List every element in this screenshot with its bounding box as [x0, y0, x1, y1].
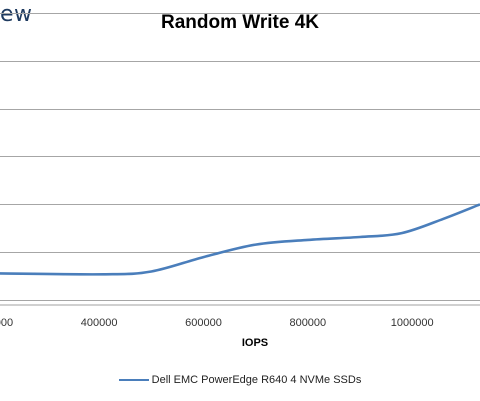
- logo-text-fragment: ew: [0, 2, 33, 27]
- chart-title: Random Write 4K: [160, 12, 319, 33]
- x-tick-label: 400000: [81, 317, 118, 329]
- gridlines: [0, 13, 480, 301]
- x-tick-label: 800000: [289, 317, 326, 329]
- x-axis-title: IOPS: [242, 337, 268, 349]
- x-tick-labels: 200000 400000 600000 800000 1000000: [0, 317, 434, 329]
- series-line: [0, 203, 480, 276]
- legend-label: Dell EMC PowerEdge R640 4 NVMe SSDs: [151, 374, 362, 386]
- legend-swatch: [118, 379, 149, 381]
- legend: Dell EMC PowerEdge R640 4 NVMe SSDs: [0, 374, 480, 386]
- x-tick-label: 200000: [0, 317, 13, 329]
- x-tick-label: 1000000: [391, 317, 434, 329]
- series-layer: [0, 203, 480, 276]
- x-tick-label: 600000: [185, 317, 222, 329]
